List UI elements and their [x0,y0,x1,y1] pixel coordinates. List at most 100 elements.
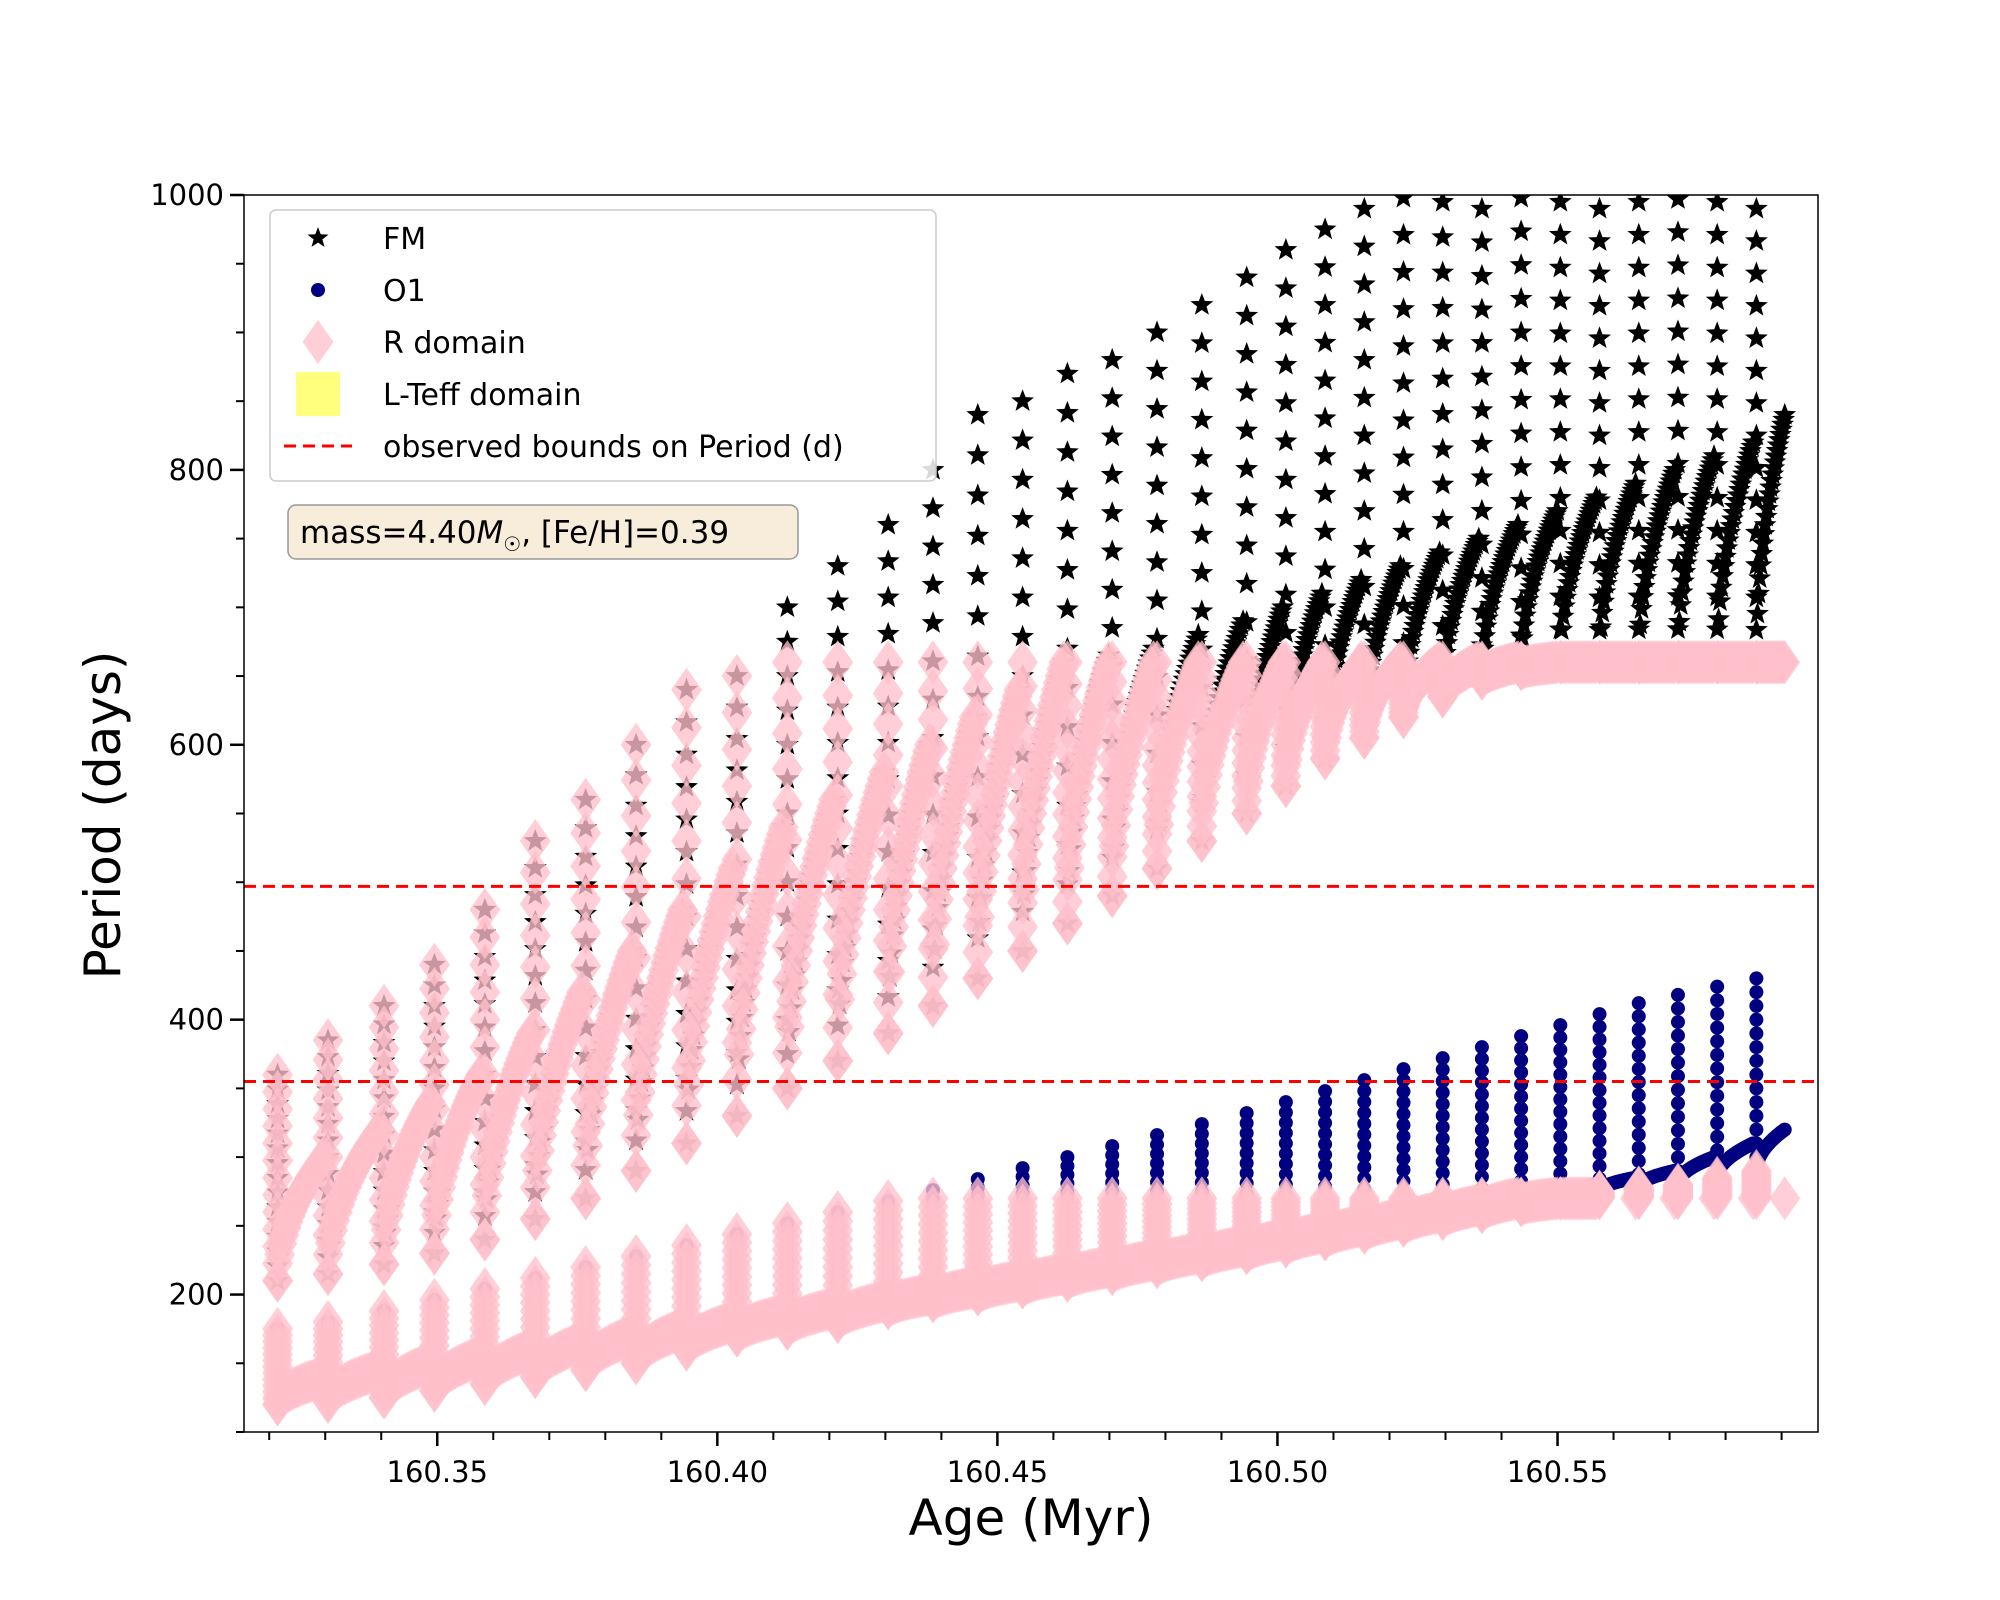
fm-point [826,624,850,647]
fm-point [1235,456,1259,479]
o1-point [1749,1053,1764,1068]
r-domain-point [671,705,702,750]
fm-point [1667,609,1691,632]
o1-point [1553,1042,1568,1057]
fm-point [1705,288,1729,311]
fm-point [1670,580,1694,602]
o1-point [1670,1055,1685,1070]
fm-point [1634,565,1658,588]
r-domain-point [822,1190,854,1235]
o1-point [1150,1128,1165,1143]
fm-point [1274,314,1298,337]
chart-points [262,195,1801,1427]
r-domain-point [822,673,854,718]
fm-point [1313,217,1337,240]
o1-point [1278,1126,1293,1141]
fm-point [1711,564,1735,586]
fm-point [1352,272,1376,294]
r-domain-point [368,983,400,1028]
r-domain-point [1348,640,1380,685]
fm-point [1551,604,1575,627]
fm-point [1745,488,1768,510]
r-domain-point [620,722,652,767]
r-domain-point [917,726,949,771]
o1-point [1278,1156,1293,1171]
o1-point [1278,1095,1293,1110]
fm-point [1745,358,1768,381]
fm-point [1548,518,1572,541]
fm-point [1674,551,1698,573]
fm-point [1352,347,1376,370]
o1-point [1396,1084,1411,1099]
fm-point [1714,544,1737,567]
o1-point [1396,1095,1411,1110]
o1-point [1474,1134,1489,1149]
r-domain-point [1096,640,1128,685]
r-domain-point [872,671,904,716]
r-domain-point [519,850,551,895]
r-domain-point [368,1242,400,1287]
r-domain-point [419,1062,450,1107]
fm-point [1595,572,1618,594]
r-domain-point [1309,640,1341,685]
fm-point [1627,551,1651,574]
fm-point [1470,465,1494,488]
fm-point [1145,626,1169,649]
o1-point [1318,1115,1333,1130]
r-domain-point [469,970,501,1015]
o1-point [1514,1089,1529,1104]
o1-point [1435,1051,1450,1066]
fm-point [1470,364,1494,387]
fm-point [1627,453,1651,475]
r-domain-point [469,915,501,960]
r-domain-point [419,942,450,987]
o1-point [1435,1166,1450,1181]
r-domain-point [962,930,994,975]
o1-point [1749,998,1764,1013]
o1-point [1553,1154,1568,1169]
fm-point [1011,624,1034,647]
fm-point [1313,481,1337,504]
o1-point [1631,1009,1646,1024]
r-domain-point [771,746,803,791]
fm-point [1145,550,1169,572]
r-domain-point [1007,640,1038,685]
o1-point [1514,1065,1529,1080]
fm-point [1592,589,1616,612]
r-domain-point [570,777,602,822]
r-domain-point [519,1256,551,1301]
fm-point [1716,528,1740,550]
fm-point [1392,482,1415,505]
fm-point [1515,595,1539,617]
o1-point [1514,1053,1529,1068]
o1-point [1514,1113,1529,1128]
o1-point [1474,1063,1489,1078]
fm-point [1056,440,1079,462]
o1-point [1474,1110,1489,1125]
fm-point [1588,326,1611,348]
fm-point [1509,488,1533,511]
fm-point [1745,423,1768,446]
r-domain-point [721,800,753,845]
fm-point [1470,532,1494,555]
fm-point [1235,380,1259,402]
fm-point [1235,571,1259,594]
fm-point [1745,261,1768,284]
fm-point [1509,354,1533,376]
o1-point [1396,1162,1411,1177]
o1-point [1357,1073,1372,1088]
fm-point [1235,303,1259,326]
r-domain-point [721,837,753,882]
fm-point [1627,255,1651,278]
r-domain-point [822,773,854,818]
fm-point [826,589,850,612]
fm-point [1513,603,1537,626]
o1-point [1710,1116,1725,1131]
fm-point [1588,358,1611,381]
fm-point [876,621,900,644]
r-domain-point [872,702,904,747]
fm-point [1553,594,1576,616]
o1-point [1474,1122,1489,1137]
o1-point [1474,1051,1489,1066]
r-domain-point [822,806,854,851]
